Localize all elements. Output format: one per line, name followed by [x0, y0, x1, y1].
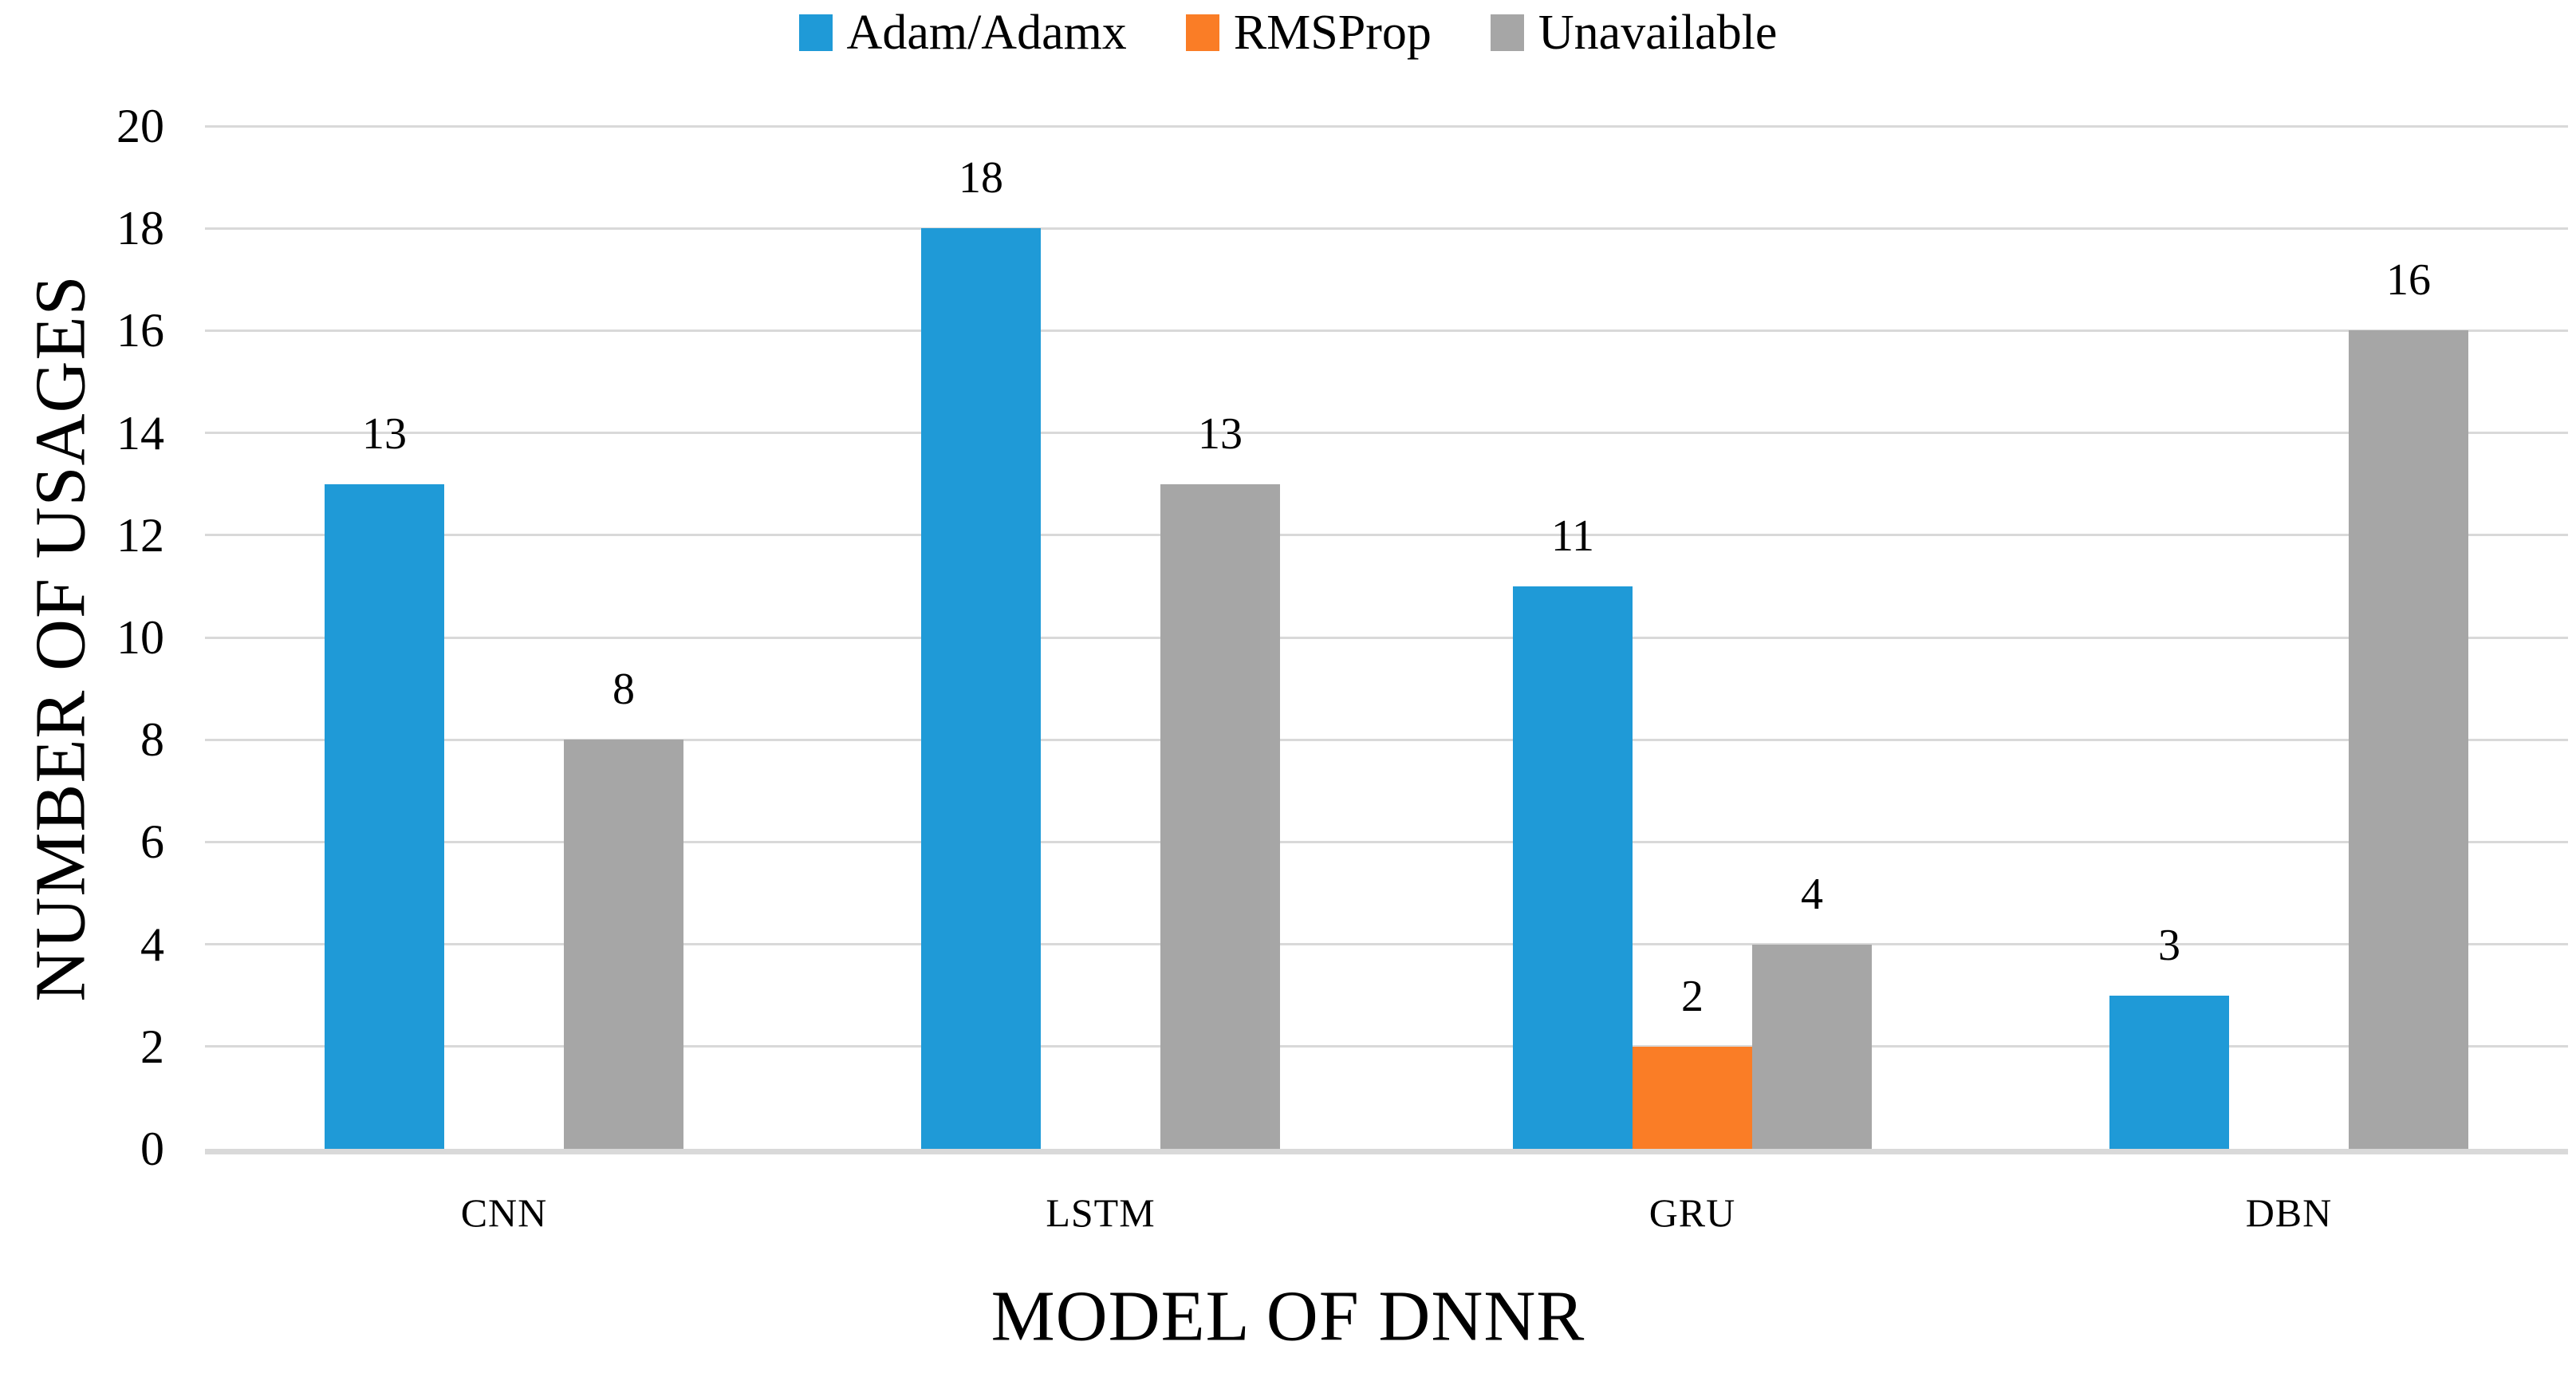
y-tick-label: 8	[140, 713, 164, 767]
bar-value-label: 11	[1551, 511, 1594, 561]
bar-unavailable-lstm	[1160, 483, 1280, 1149]
bar-unavailable-dbn	[2349, 330, 2468, 1149]
legend-item-unavailable: Unavailable	[1490, 6, 1778, 60]
y-tick-label: 14	[116, 406, 164, 460]
legend-label: Adam/Adamx	[846, 6, 1127, 60]
x-category-label-gru: GRU	[1648, 1190, 1736, 1235]
y-tick-label: 16	[116, 304, 164, 357]
gridline	[205, 1045, 2568, 1048]
gridline	[205, 840, 2568, 843]
legend-label: RMSProp	[1233, 6, 1432, 60]
gridline	[205, 329, 2568, 332]
gridline	[205, 738, 2568, 741]
bar-adam-adamx-lstm	[921, 228, 1041, 1149]
y-tick-label: 10	[116, 611, 164, 664]
bar-value-label: 8	[612, 665, 635, 715]
x-axis-title: MODEL OF DNNR	[991, 1276, 1585, 1356]
legend-marker-icon	[1185, 14, 1219, 51]
y-tick-label: 0	[140, 1123, 164, 1175]
bar-adam-adamx-cnn	[325, 483, 444, 1149]
y-tick-label: 18	[116, 202, 164, 255]
legend-item-rmsprop: RMSProp	[1185, 6, 1432, 60]
bar-value-label: 16	[2386, 255, 2431, 306]
x-axis-line	[205, 1149, 2568, 1154]
gridline	[205, 534, 2568, 537]
legend-item-adam-adamx: Adam/Adamx	[798, 6, 1127, 60]
legend-marker-icon	[798, 14, 833, 51]
legend-marker-icon	[1490, 14, 1524, 51]
gridline	[205, 636, 2568, 639]
y-tick-label: 4	[140, 917, 164, 971]
y-tick-label: 2	[140, 1020, 164, 1073]
legend: Adam/Adamx RMSProp Unavailable	[0, 8, 2576, 57]
bar-rmsprop-gru	[1633, 1046, 1752, 1149]
bar-unavailable-cnn	[564, 740, 683, 1149]
bar-value-label: 3	[2158, 920, 2180, 970]
y-tick-label: 6	[140, 815, 164, 869]
y-tick-label: 20	[116, 100, 164, 152]
x-category-label-cnn: CNN	[460, 1190, 548, 1235]
bar-adam-adamx-dbn	[2109, 995, 2229, 1149]
x-category-label-dbn: DBN	[2245, 1190, 2333, 1235]
gridline	[205, 124, 2568, 128]
bar-value-label: 4	[1801, 869, 1823, 919]
x-category-label-lstm: LSTM	[1046, 1190, 1156, 1235]
bar-value-label: 18	[959, 153, 1003, 203]
bar-adam-adamx-gru	[1513, 586, 1633, 1149]
bar-value-label: 2	[1681, 971, 1704, 1021]
gridline	[205, 943, 2568, 946]
gridline	[205, 227, 2568, 230]
bar-value-label: 13	[362, 408, 407, 459]
bar-value-label: 13	[1198, 408, 1243, 459]
gridline	[205, 432, 2568, 435]
bar-unavailable-gru	[1752, 944, 1872, 1149]
y-tick-label: 12	[116, 508, 164, 562]
legend-label: Unavailable	[1538, 6, 1778, 60]
